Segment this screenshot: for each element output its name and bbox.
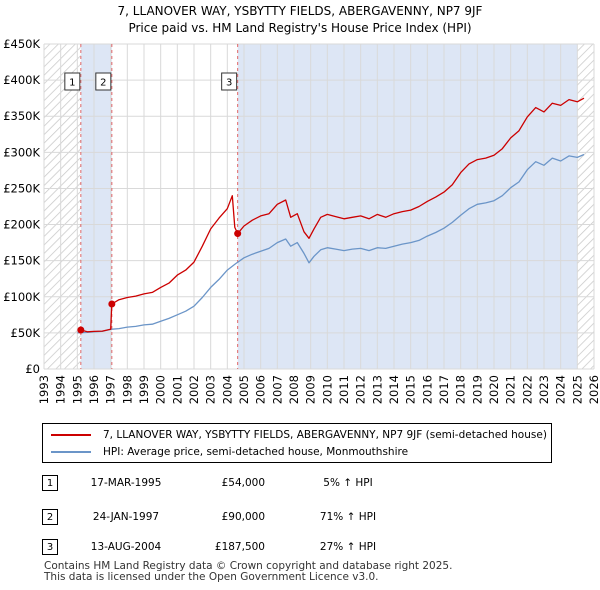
property-price-line [80, 97, 585, 333]
transaction-price: £90,000 [221, 511, 265, 523]
y-tick-label: £450K [3, 37, 40, 51]
transaction-marker-label: 2 [100, 78, 106, 89]
legend-label-hpi: HPI: Average price, semi-detached house,… [103, 446, 409, 458]
x-tick-label: 2003 [204, 375, 218, 404]
table-row: 1 17-MAR-1995 £54,000 5% ↑ HPI [0, 475, 600, 493]
x-tick-label: 1999 [137, 375, 151, 404]
x-tick-label: 2022 [520, 375, 534, 404]
x-tick-label: 2011 [337, 375, 351, 404]
legend-swatch-property [51, 434, 91, 436]
footer: Contains HM Land Registry data © Crown c… [44, 561, 452, 583]
chart-subtitle: Price paid vs. HM Land Registry's House … [128, 21, 472, 35]
footer-licence: This data is licensed under the Open Gov… [44, 571, 379, 583]
chart-title: 7, LLANOVER WAY, YSBYTTY FIELDS, ABERGAV… [117, 4, 483, 18]
transaction-date: 13-AUG-2004 [90, 541, 162, 553]
x-tick-label: 1997 [104, 375, 118, 404]
chart-legend: 7, LLANOVER WAY, YSBYTTY FIELDS, ABERGAV… [42, 423, 552, 463]
transaction-number: 3 [42, 539, 58, 555]
transaction-date: 24-JAN-1997 [92, 511, 160, 523]
x-tick-label: 2015 [404, 375, 418, 404]
hatched-region [44, 44, 81, 369]
transaction-marker-box [64, 72, 81, 91]
x-tick-label: 2020 [487, 375, 501, 404]
x-tick-label: 1995 [70, 375, 84, 404]
y-tick-label: £200K [3, 218, 40, 232]
x-tick-label: 2014 [387, 375, 401, 404]
x-tick-label: 2017 [437, 375, 451, 404]
transaction-point [234, 230, 242, 238]
transaction-marker-box [221, 72, 238, 91]
y-tick-label: £50K [11, 326, 41, 340]
x-tick-label: 1998 [120, 375, 134, 404]
legend-item-hpi: HPI: Average price, semi-detached house,… [51, 444, 408, 460]
x-tick-label: 2023 [537, 375, 551, 404]
transaction-number: 1 [42, 475, 58, 491]
legend-label-property: 7, LLANOVER WAY, YSBYTTY FIELDS, ABERGAV… [103, 429, 547, 441]
x-tick-label: 2000 [154, 375, 168, 404]
table-row: 2 24-JAN-1997 £90,000 71% ↑ HPI [0, 509, 600, 527]
x-tick-label: 2012 [354, 375, 368, 404]
transaction-point [108, 300, 116, 308]
x-tick-label: 2004 [220, 375, 234, 404]
y-tick-label: £250K [3, 181, 40, 195]
x-tick-label: 2010 [320, 375, 334, 404]
x-tick-label: 2021 [504, 375, 518, 404]
x-tick-label: 2009 [304, 375, 318, 404]
transaction-hpi: 71% ↑ HPI [319, 511, 377, 523]
y-tick-label: £300K [3, 145, 40, 159]
transaction-marker-box [95, 72, 112, 91]
x-tick-label: 2016 [420, 375, 434, 404]
x-tick-label: 2001 [170, 375, 184, 404]
legend-swatch-hpi [51, 451, 91, 453]
x-tick-label: 1996 [87, 375, 101, 404]
transaction-marker-label: 3 [226, 78, 232, 89]
transaction-price: £54,000 [221, 477, 265, 489]
x-tick-label: 2025 [570, 375, 584, 404]
y-tick-label: £150K [3, 254, 40, 268]
x-tick-label: 2008 [287, 375, 301, 404]
shaded-region [237, 44, 578, 369]
x-tick-label: 2019 [470, 375, 484, 404]
x-tick-label: 2024 [554, 375, 568, 404]
y-tick-label: £400K [3, 73, 40, 87]
x-tick-label: 2018 [454, 375, 468, 404]
x-tick-label: 2013 [370, 375, 384, 404]
x-tick-label: 1994 [54, 375, 68, 404]
y-tick-label: £0 [25, 362, 40, 376]
y-tick-label: £100K [3, 290, 40, 304]
hpi-line [77, 153, 585, 334]
x-tick-label: 2006 [254, 375, 268, 404]
y-tick-label: £350K [3, 109, 40, 123]
x-tick-label: 2005 [237, 375, 251, 404]
x-tick-label: 2026 [587, 375, 600, 404]
legend-item-property: 7, LLANOVER WAY, YSBYTTY FIELDS, ABERGAV… [51, 427, 547, 443]
shaded-region [80, 44, 112, 369]
transaction-hpi: 5% ↑ HPI [323, 477, 373, 489]
transaction-hpi: 27% ↑ HPI [319, 541, 377, 553]
transaction-point [77, 326, 85, 334]
transaction-marker-label: 1 [69, 78, 75, 89]
hatched-region [577, 44, 594, 369]
footer-copyright: Contains HM Land Registry data © Crown c… [44, 560, 453, 572]
table-row: 3 13-AUG-2004 £187,500 27% ↑ HPI [0, 539, 600, 557]
price-chart: 1 2 3 £0 £50K £100K £150K £200K £250K £300K £350K… [3, 37, 600, 404]
transaction-number: 2 [42, 509, 58, 525]
x-tick-label: 1993 [37, 375, 51, 404]
transaction-price: £187,500 [214, 541, 265, 553]
transaction-date: 17-MAR-1995 [90, 477, 162, 489]
x-tick-label: 2007 [270, 375, 284, 404]
x-tick-label: 2002 [187, 375, 201, 404]
